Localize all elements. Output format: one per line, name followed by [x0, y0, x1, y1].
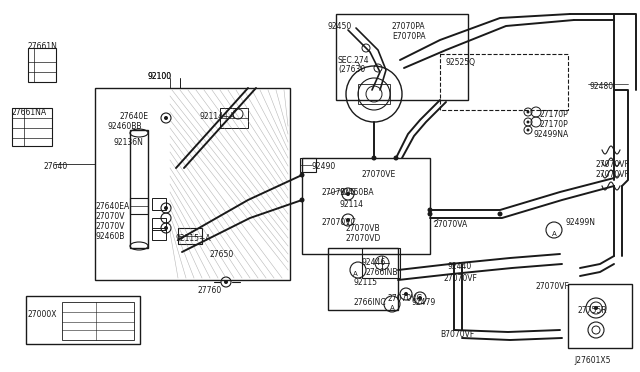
Circle shape [400, 288, 412, 300]
Text: 27170P: 27170P [540, 120, 569, 129]
Text: (27630: (27630 [338, 65, 365, 74]
Circle shape [394, 155, 399, 160]
Circle shape [346, 192, 350, 196]
Text: 92136N: 92136N [114, 138, 144, 147]
Bar [152, 218, 166, 230]
Text: 92480: 92480 [590, 82, 614, 91]
Text: 27070V: 27070V [96, 222, 125, 231]
Bar [178, 228, 202, 244]
Circle shape [346, 218, 350, 222]
Circle shape [342, 188, 354, 200]
Bar [152, 228, 166, 240]
Text: 27650: 27650 [210, 250, 234, 259]
Text: 92499NA: 92499NA [534, 130, 569, 139]
Circle shape [527, 121, 529, 124]
Text: 92499N: 92499N [566, 218, 596, 227]
Text: 92100: 92100 [148, 72, 172, 81]
Circle shape [342, 214, 354, 226]
Circle shape [404, 292, 408, 296]
Bar [568, 284, 632, 348]
Bar [358, 84, 390, 104]
Bar [440, 54, 568, 110]
Circle shape [497, 212, 502, 217]
Circle shape [586, 298, 606, 318]
Text: 92446: 92446 [362, 258, 387, 267]
Bar [302, 158, 430, 254]
Text: 2766INC: 2766INC [353, 298, 386, 307]
Text: 27070VC: 27070VC [322, 188, 356, 197]
Text: A: A [353, 271, 357, 277]
Circle shape [428, 212, 433, 217]
Text: 27070V: 27070V [96, 212, 125, 221]
Text: A: A [552, 231, 556, 237]
Circle shape [300, 173, 305, 177]
Circle shape [300, 198, 305, 202]
Bar [95, 88, 290, 280]
Text: 27070VA: 27070VA [434, 220, 468, 229]
Text: 27070PA: 27070PA [392, 22, 426, 31]
Text: 92450: 92450 [328, 22, 352, 31]
Text: 27755R: 27755R [578, 306, 607, 315]
Text: 92114+A: 92114+A [200, 112, 236, 121]
Text: 27070VF: 27070VF [444, 274, 478, 283]
Bar [130, 130, 148, 248]
Text: B7070VF: B7070VF [440, 330, 474, 339]
Text: 27070VG: 27070VG [388, 294, 424, 303]
Bar [362, 248, 400, 278]
Text: 92525Q: 92525Q [446, 58, 476, 67]
Bar [336, 14, 468, 100]
Circle shape [594, 306, 598, 310]
Text: 27640: 27640 [44, 162, 68, 171]
Text: 27661N: 27661N [28, 42, 58, 51]
Text: 27640E: 27640E [120, 112, 149, 121]
Text: SEC.274: SEC.274 [338, 56, 370, 65]
Bar [328, 248, 398, 310]
Circle shape [428, 208, 433, 212]
Text: 92114: 92114 [340, 200, 364, 209]
Text: 92460BB: 92460BB [108, 122, 143, 131]
Bar [152, 198, 166, 210]
Circle shape [527, 110, 529, 113]
Text: 92115: 92115 [354, 278, 378, 287]
Text: 27070VF: 27070VF [596, 160, 630, 169]
Text: 92115+A: 92115+A [176, 234, 212, 243]
Text: 27070VF: 27070VF [536, 282, 570, 291]
Text: 27760: 27760 [198, 286, 222, 295]
Text: 27000X: 27000X [28, 310, 58, 319]
Text: 92440: 92440 [448, 262, 472, 271]
Text: J27601X5: J27601X5 [574, 356, 611, 365]
Text: 92479: 92479 [412, 298, 436, 307]
Circle shape [588, 322, 604, 338]
Text: 92100: 92100 [148, 72, 172, 81]
Bar [130, 198, 148, 214]
Text: E7070PA: E7070PA [392, 32, 426, 41]
Text: 27640EA: 27640EA [96, 202, 131, 211]
Circle shape [164, 116, 168, 120]
Text: 92460B: 92460B [96, 232, 125, 241]
Text: A: A [390, 305, 394, 311]
Text: 27661NA: 27661NA [12, 108, 47, 117]
Text: 27070VC: 27070VC [322, 218, 356, 227]
Circle shape [164, 206, 168, 210]
Text: 27070VD: 27070VD [346, 234, 381, 243]
Text: 27070VE: 27070VE [362, 170, 396, 179]
Circle shape [371, 155, 376, 160]
Bar [220, 108, 248, 128]
Text: 92490: 92490 [312, 162, 336, 171]
Circle shape [164, 226, 168, 230]
Text: 27070VB: 27070VB [346, 224, 381, 233]
Bar [300, 158, 316, 172]
Text: 27170P: 27170P [540, 110, 569, 119]
Circle shape [527, 128, 529, 131]
Text: 2766INB: 2766INB [365, 268, 397, 277]
Bar [28, 48, 56, 82]
Bar [12, 108, 52, 146]
Bar [62, 302, 134, 340]
Circle shape [418, 296, 422, 300]
Text: 27070VF: 27070VF [596, 170, 630, 179]
Text: 92460BA: 92460BA [340, 188, 374, 197]
Circle shape [224, 280, 228, 284]
Bar [26, 296, 140, 344]
Circle shape [375, 256, 389, 270]
